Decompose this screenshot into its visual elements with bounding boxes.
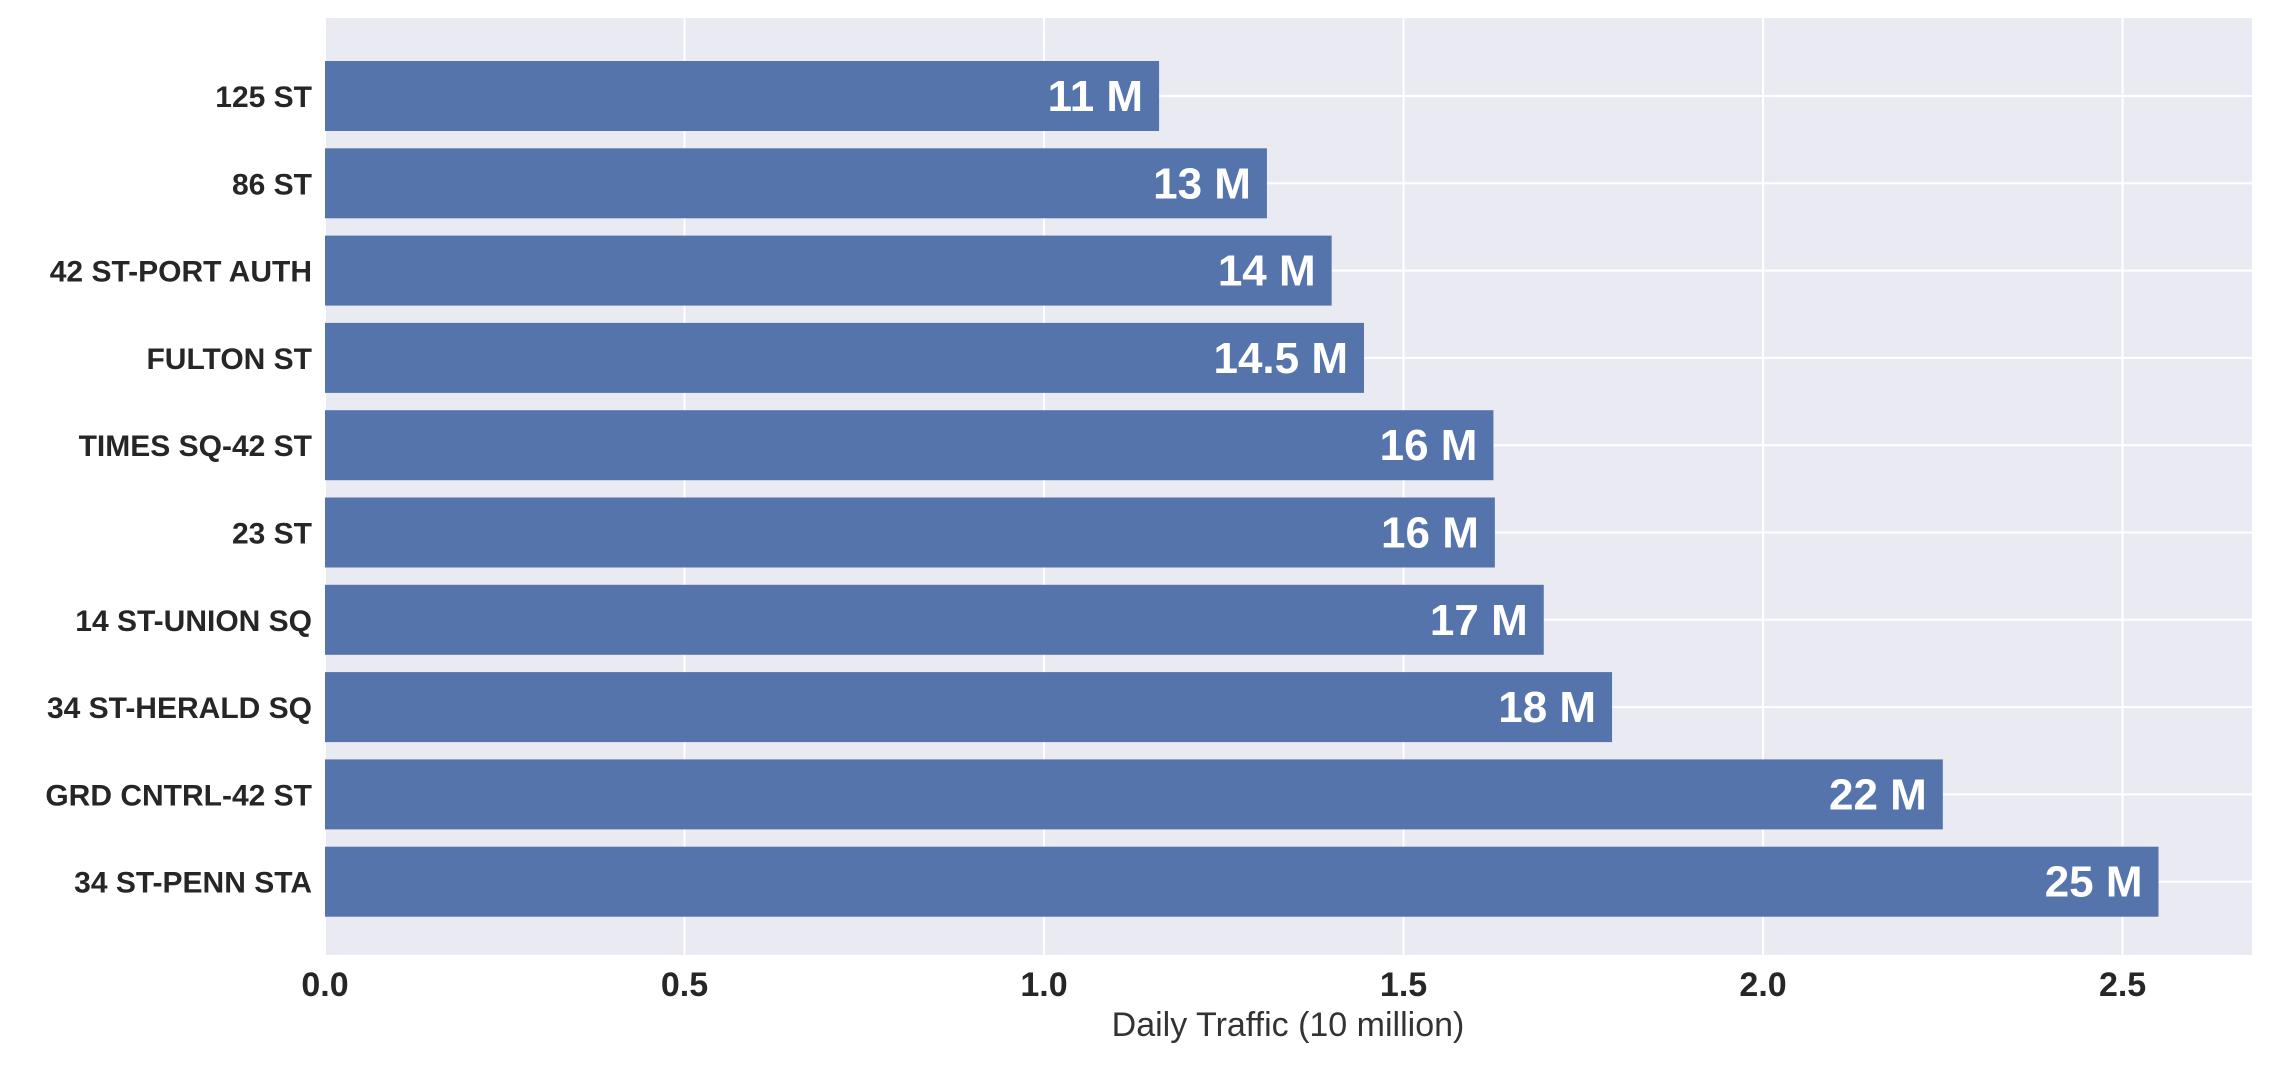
y-tick-label: TIMES SQ-42 ST (79, 430, 312, 463)
x-tick-label: 2.0 (1739, 966, 1786, 1004)
y-tick-label: FULTON ST (146, 343, 312, 376)
bar-labels: 11 M13 M 14 M 14.5 M 16 M 16 M 17 M 18 M 22 M 25… (1048, 72, 2143, 907)
y-tick-label: 42 ST-PORT AUTH (50, 256, 312, 289)
y-tick-label: GRD CNTRL-42 ST (45, 779, 312, 812)
y-tick-label: 34 ST-HERALD SQ (47, 692, 312, 725)
y-tick-label: 86 ST (232, 168, 312, 201)
bar-value-label: 16 M (1381, 509, 1479, 558)
y-tick-label: 14 ST-UNION SQ (75, 605, 312, 638)
x-tick-label: 0.5 (661, 966, 708, 1004)
bar (325, 672, 1613, 743)
bar-value-label: 22 M (1829, 770, 1927, 819)
x-tick-label: 2.5 (2099, 966, 2146, 1004)
bar (325, 61, 1160, 131)
bar-value-label: 18 M (1498, 683, 1596, 732)
bars (325, 61, 2159, 917)
bar-value-label: 16 M (1380, 421, 1478, 470)
bar (325, 148, 1267, 219)
bar-value-label: 17 M (1430, 596, 1528, 645)
bar-value-label: 13 M (1153, 159, 1251, 208)
x-tick-label: 0.0 (301, 966, 348, 1004)
x-tick-label: 1.5 (1380, 966, 1427, 1004)
x-axis-label: Daily Traffic (10 million) (1112, 1006, 1465, 1044)
y-tick-label: 125 ST (215, 81, 312, 114)
bar-value-label: 11 M (1048, 72, 1143, 121)
y-tick-label: 34 ST-PENN STA (74, 867, 312, 900)
bar (325, 584, 1544, 655)
x-tick-label: 1.0 (1020, 966, 1067, 1004)
bar (325, 759, 1943, 830)
bar-value-label: 14.5 M (1213, 334, 1348, 383)
bar (325, 497, 1495, 568)
bar (325, 846, 2159, 917)
bar-value-label: 14 M (1218, 247, 1316, 296)
bar (325, 410, 1494, 481)
y-axis-ticks: 125 ST 86 ST 42 ST-PORT AUTH FULTON ST TIMES… (45, 81, 312, 900)
bar (325, 322, 1364, 393)
bar-value-label: 25 M (2045, 858, 2143, 907)
bar (325, 235, 1332, 306)
x-axis-ticks: 0.0 0.5 1.0 1.5 2.0 2.5 (301, 966, 2146, 1004)
y-tick-label: 23 ST (232, 518, 312, 551)
